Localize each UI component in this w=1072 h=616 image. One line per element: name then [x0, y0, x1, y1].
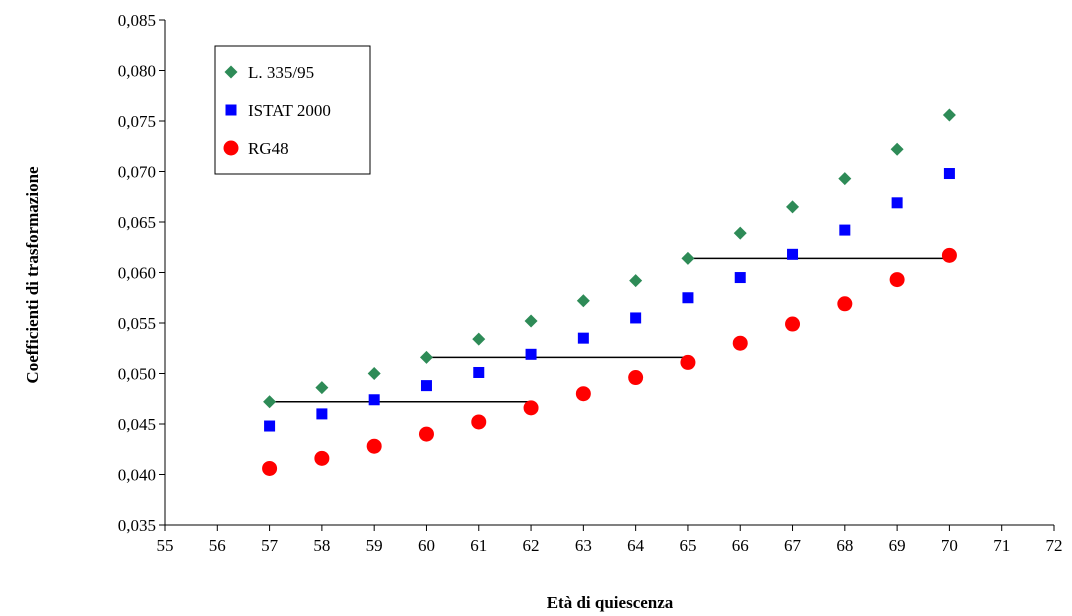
x-tick-label: 63 [575, 536, 592, 555]
y-tick-label: 0,065 [118, 213, 156, 232]
circle-point [418, 426, 434, 442]
x-tick-label: 66 [732, 536, 749, 555]
circle-point [785, 316, 801, 332]
circle-point [575, 386, 591, 402]
x-tick-label: 62 [523, 536, 540, 555]
y-ticks: 0,035 0,040 0,045 0,050 0,055 0,060 0,065 0,070… [118, 11, 165, 535]
legend-label: L. 335/95 [248, 63, 314, 82]
diamond-point [942, 108, 956, 122]
x-tick-label: 57 [261, 536, 279, 555]
y-tick-label: 0,045 [118, 415, 156, 434]
circle-point [523, 400, 539, 416]
circle-point [837, 296, 853, 312]
diamond-point [890, 142, 904, 156]
square-point [420, 380, 432, 392]
square-point [473, 366, 485, 378]
diamond-point [681, 251, 695, 265]
diamond-point [576, 294, 590, 308]
diamond-point [367, 367, 381, 380]
x-axis-title: Età di quiescenza [547, 593, 674, 612]
x-tick-label: 61 [470, 536, 487, 555]
circle-point [628, 370, 644, 386]
x-tick-label: 60 [418, 536, 435, 555]
square-point [734, 272, 746, 284]
diamond-point [524, 314, 538, 328]
y-tick-label: 0,035 [118, 516, 156, 535]
square-point [368, 394, 380, 406]
circle-point [366, 438, 382, 454]
x-tick-label: 71 [993, 536, 1010, 555]
legend: L. 335/95 ISTAT 2000 RG48 [214, 45, 371, 175]
legend-marker-circle [223, 140, 239, 156]
diamond-point [419, 350, 433, 364]
y-tick-label: 0,040 [118, 466, 156, 485]
circle-point [262, 460, 278, 476]
y-tick-label: 0,055 [118, 314, 156, 333]
y-axis-title: Coefficienti di trasformazione [23, 166, 42, 384]
x-tick-label: 56 [209, 536, 226, 555]
series-square [264, 168, 955, 432]
y-tick-label: 0,050 [118, 365, 156, 384]
x-tick-label: 69 [889, 536, 906, 555]
y-tick-label: 0,075 [118, 112, 156, 131]
legend-box [214, 45, 371, 175]
diamond-point [838, 172, 852, 186]
circle-point [314, 450, 330, 466]
diamond-point [315, 381, 329, 395]
circle-point [680, 354, 696, 370]
reference-lines [269, 257, 950, 403]
series-circle [262, 247, 957, 476]
diamond-point [472, 332, 486, 346]
x-ticks: 55 56 57 58 59 60 61 62 63 64 65 66 67 68 69 70 71 72 [157, 525, 1063, 555]
diamond-point [263, 395, 277, 409]
x-tick-label: 70 [941, 536, 958, 555]
diamond-point [629, 274, 643, 288]
x-tick-label: 68 [836, 536, 853, 555]
y-tick-label: 0,085 [118, 11, 156, 30]
y-tick-label: 0,080 [118, 62, 156, 81]
circle-point [732, 335, 748, 351]
x-tick-label: 72 [1046, 536, 1063, 555]
series-diamond [263, 108, 956, 409]
square-point [630, 312, 642, 324]
square-point [943, 168, 955, 180]
x-tick-label: 59 [366, 536, 383, 555]
circle-point [889, 272, 905, 288]
x-tick-label: 58 [313, 536, 330, 555]
x-tick-label: 67 [784, 536, 802, 555]
square-point [839, 224, 851, 236]
circle-point [941, 247, 957, 263]
circle-point [471, 414, 487, 430]
square-point [787, 248, 799, 260]
legend-label: RG48 [248, 139, 289, 158]
square-point [316, 408, 328, 420]
legend-marker-square [225, 104, 237, 116]
square-point [891, 197, 903, 209]
x-tick-label: 55 [157, 536, 174, 555]
square-point [577, 332, 589, 344]
data-points [262, 108, 957, 476]
y-tick-label: 0,060 [118, 264, 156, 283]
x-tick-label: 65 [679, 536, 696, 555]
x-tick-label: 64 [627, 536, 645, 555]
legend-label: ISTAT 2000 [248, 101, 331, 120]
diamond-point [786, 200, 800, 214]
square-point [525, 348, 537, 360]
y-tick-label: 0,070 [118, 163, 156, 182]
legend-marker-diamond [224, 65, 238, 79]
square-point [682, 292, 694, 304]
diamond-point [733, 226, 747, 240]
square-point [264, 420, 276, 432]
